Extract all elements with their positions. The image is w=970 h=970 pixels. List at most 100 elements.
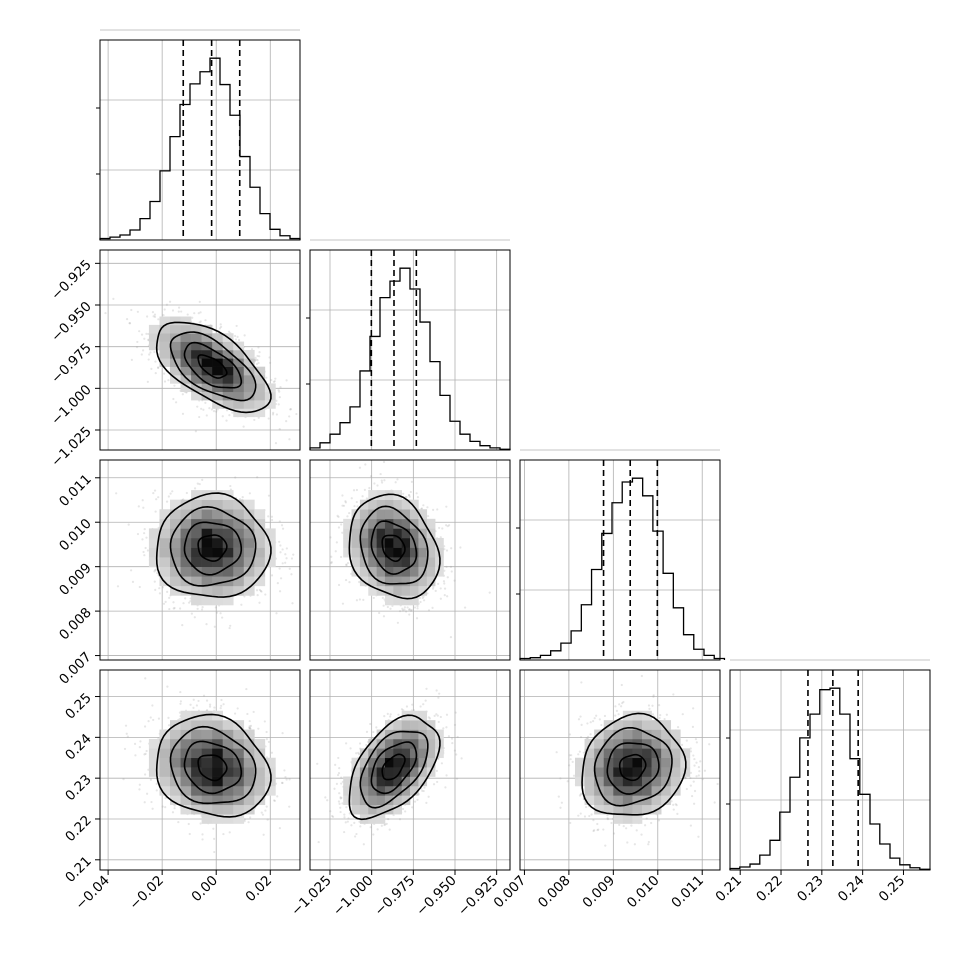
scatter-point <box>143 337 146 340</box>
scatter-point <box>145 536 148 539</box>
density-block <box>180 324 192 334</box>
scatter-point <box>146 315 149 318</box>
density-block <box>418 518 428 529</box>
scatter-point <box>431 606 434 609</box>
scatter-point <box>273 380 276 383</box>
scatter-point <box>152 315 155 318</box>
scatter-point <box>151 704 154 707</box>
density-block <box>254 547 266 558</box>
scatter-point <box>260 590 263 593</box>
scatter-point <box>212 410 216 413</box>
scatter-point <box>153 315 157 318</box>
scatter-panel-p0-p2 <box>99 459 301 661</box>
density-block <box>368 537 377 548</box>
scatter-point <box>291 602 294 605</box>
density-block <box>159 518 171 529</box>
density-block <box>159 316 171 326</box>
panel-frame <box>99 459 301 661</box>
scatter-point <box>187 601 191 604</box>
scatter-point <box>197 312 200 315</box>
scatter-point <box>173 384 176 387</box>
scatter-point <box>157 366 160 369</box>
density-block <box>233 509 245 520</box>
density-block <box>393 557 402 568</box>
density-block <box>212 585 224 596</box>
scatter-point <box>163 308 166 311</box>
density-block <box>418 528 428 539</box>
density-block <box>212 528 224 539</box>
density-block <box>243 400 255 409</box>
scatter-point <box>289 408 292 411</box>
scatter-point <box>227 330 231 333</box>
scatter-point <box>195 704 198 707</box>
scatter-point <box>190 612 193 615</box>
density-block <box>180 341 192 351</box>
scatter-point <box>127 523 130 526</box>
scatter-point <box>398 610 402 613</box>
density-block <box>212 349 224 359</box>
density-block <box>170 547 181 558</box>
scatter-point <box>153 350 156 354</box>
scatter-point <box>396 621 399 624</box>
scatter-point <box>278 520 281 523</box>
density-block <box>384 595 394 606</box>
contour-line <box>155 492 272 598</box>
density-block <box>376 499 386 510</box>
scatter-point <box>228 414 231 417</box>
scatter-point <box>165 303 169 306</box>
scatter-point <box>142 506 145 509</box>
scatter-point <box>234 476 237 479</box>
scatter-point <box>262 833 265 836</box>
scatter-point <box>153 580 156 583</box>
scatter-point <box>431 587 435 590</box>
scatter-point <box>342 504 346 507</box>
scatter-point <box>426 514 430 518</box>
density-block <box>343 518 352 529</box>
scatter-point <box>179 690 182 694</box>
scatter-point <box>408 494 411 497</box>
scatter-point <box>427 609 431 612</box>
scatter-point <box>157 496 160 499</box>
scatter-point <box>439 597 442 600</box>
density-block <box>212 595 224 606</box>
scatter-point <box>115 492 118 495</box>
density-block <box>368 566 377 577</box>
scatter-point <box>378 611 381 615</box>
density-block <box>233 547 245 558</box>
density-block <box>401 557 411 568</box>
density-block <box>159 557 171 568</box>
scatter-point <box>163 372 166 375</box>
scatter-point <box>439 536 442 539</box>
scatter-point <box>386 605 389 609</box>
scatter-point <box>140 353 143 356</box>
scatter-point <box>182 602 185 605</box>
density-block <box>343 547 352 558</box>
scatter-point <box>178 306 181 309</box>
scatter-point <box>135 346 139 349</box>
scatter-point <box>265 376 268 379</box>
scatter-point <box>381 596 384 599</box>
scatter-point <box>237 338 241 342</box>
density-block <box>243 547 255 558</box>
density-block <box>191 566 202 577</box>
density-block <box>359 557 369 568</box>
density-block <box>243 391 255 401</box>
scatter-point <box>339 555 343 559</box>
scatter-point <box>442 580 446 583</box>
scatter-point <box>186 313 189 316</box>
density-block <box>233 576 245 587</box>
scatter-point <box>167 495 170 498</box>
scatter-point <box>267 417 270 420</box>
density-block <box>201 324 213 334</box>
scatter-point <box>155 498 158 501</box>
density-block <box>243 499 255 510</box>
scatter-point <box>423 599 426 602</box>
density-block <box>418 576 428 587</box>
density-block <box>254 366 266 376</box>
scatter-point <box>391 604 394 608</box>
panel-frame <box>519 459 721 661</box>
scatter-point <box>189 600 192 603</box>
scatter-point <box>268 356 271 359</box>
scatter-point <box>432 585 435 588</box>
